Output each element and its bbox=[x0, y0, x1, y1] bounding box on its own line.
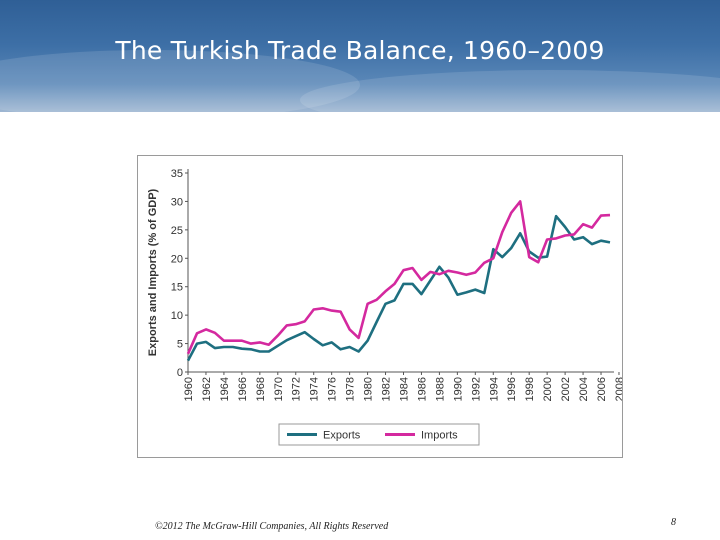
x-tick-label: 1962 bbox=[201, 377, 213, 401]
y-tick-label: 10 bbox=[171, 310, 183, 322]
x-tick-label: 1992 bbox=[470, 377, 482, 401]
x-tick-label: 1960 bbox=[183, 377, 195, 401]
chart-frame: 0 5 10 15 20 25 30 35 1960 1962 1964 1966 1968 1970 19… bbox=[137, 155, 626, 458]
y-axis-label: Exports and Imports (% of GDP) bbox=[147, 188, 159, 356]
x-tick-label: 1982 bbox=[381, 377, 393, 401]
x-tick-label: 2004 bbox=[578, 377, 590, 401]
x-tick-label: 1966 bbox=[237, 377, 249, 401]
y-tick-label: 15 bbox=[171, 282, 183, 294]
x-tick-label: 1978 bbox=[345, 377, 357, 401]
x-tick-label: 1994 bbox=[488, 377, 500, 401]
slide-title: The Turkish Trade Balance, 1960–2009 bbox=[115, 36, 605, 65]
x-tick-label: 1974 bbox=[309, 377, 321, 401]
x-tick-label: 1990 bbox=[452, 377, 464, 401]
legend-box bbox=[278, 423, 480, 446]
x-tick-label: 1968 bbox=[255, 377, 267, 401]
y-tick-label: 5 bbox=[177, 339, 183, 351]
x-tick-label: 1964 bbox=[219, 377, 231, 401]
page-number: 8 bbox=[671, 517, 676, 528]
y-tick-label: 35 bbox=[171, 168, 183, 180]
legend-label-imports: Imports bbox=[421, 430, 458, 442]
x-tick-label: 1998 bbox=[524, 377, 536, 401]
banner-decoration bbox=[300, 70, 720, 112]
line-chart: 0 5 10 15 20 25 30 35 1960 1962 1964 1966 1968 1970 19… bbox=[147, 168, 626, 446]
y-tick-label: 20 bbox=[171, 253, 183, 265]
x-tick-label: 2006 bbox=[596, 377, 608, 401]
x-tick-label: 1988 bbox=[434, 377, 446, 401]
legend-label-exports: Exports bbox=[323, 430, 361, 442]
series-line-exports bbox=[186, 214, 611, 362]
x-tick-label: 2002 bbox=[560, 377, 572, 401]
x-tick-label: 1972 bbox=[291, 377, 303, 401]
x-tick-label: 1984 bbox=[398, 377, 410, 401]
x-tick-label: 2000 bbox=[542, 377, 554, 401]
y-tick-label: 25 bbox=[171, 225, 183, 237]
title-banner bbox=[0, 0, 720, 112]
x-tick-label: 1976 bbox=[327, 377, 339, 401]
x-tick-label: 1980 bbox=[363, 377, 375, 401]
banner-decoration bbox=[0, 50, 360, 112]
y-tick-label: 0 bbox=[177, 367, 183, 379]
copyright-footer: ©2012 The McGraw-Hill Companies, All Rig… bbox=[155, 521, 389, 532]
x-tick-label: 1986 bbox=[416, 377, 428, 401]
x-tick-label: 1970 bbox=[273, 377, 285, 401]
x-tick-label: 1996 bbox=[506, 377, 518, 401]
y-tick-label: 30 bbox=[171, 196, 183, 208]
series-line-imports bbox=[186, 200, 611, 355]
x-tick-label: 2008 bbox=[614, 377, 622, 401]
